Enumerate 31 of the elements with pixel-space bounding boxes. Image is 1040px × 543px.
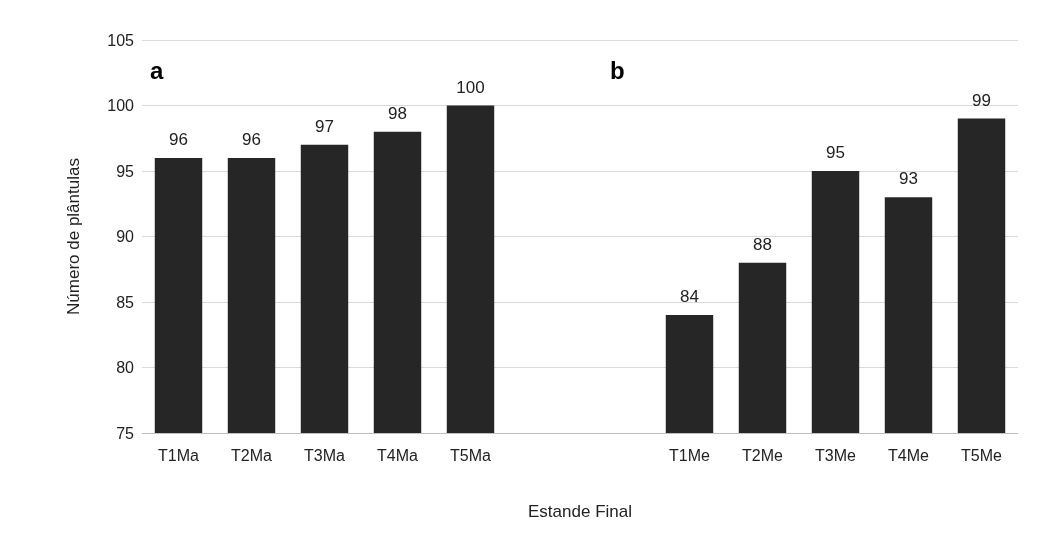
x-tick-label: T5Ma — [450, 446, 492, 464]
x-tick-label: T1Ma — [158, 446, 200, 464]
data-label: 98 — [388, 103, 407, 123]
y-tick-label: 105 — [107, 31, 135, 49]
data-label: 95 — [826, 143, 845, 162]
x-tick-label: T4Me — [888, 446, 930, 464]
x-tick-label: T4Ma — [377, 446, 419, 464]
y-tick-label: 85 — [116, 293, 135, 311]
x-tick-label: T2Ma — [231, 446, 273, 464]
data-label: 88 — [753, 234, 772, 254]
annotation: a — [150, 56, 164, 84]
x-axis-title: Estande Final — [528, 502, 632, 521]
y-tick-label: 75 — [116, 424, 135, 442]
x-tick-label: T1Me — [669, 446, 711, 464]
y-axis-title: Número de plântulas — [64, 158, 83, 315]
y-tick-label: 100 — [107, 97, 135, 114]
data-label: 97 — [315, 116, 334, 136]
data-label: 96 — [169, 129, 188, 149]
data-label: 93 — [899, 169, 918, 189]
data-label: 100 — [456, 77, 485, 97]
data-label: 84 — [680, 287, 699, 307]
data-label: 96 — [242, 129, 261, 149]
x-tick-label: T2Me — [742, 446, 784, 464]
data-label: 99 — [972, 90, 991, 110]
x-tick-label: T3Me — [815, 446, 857, 464]
y-tick-label: 90 — [116, 228, 135, 245]
x-tick-label: T5Me — [961, 446, 1003, 464]
annotation: b — [610, 56, 625, 84]
x-tick-label: T3Ma — [304, 446, 346, 464]
y-tick-label: 95 — [116, 162, 135, 180]
y-tick-label: 80 — [116, 359, 135, 376]
